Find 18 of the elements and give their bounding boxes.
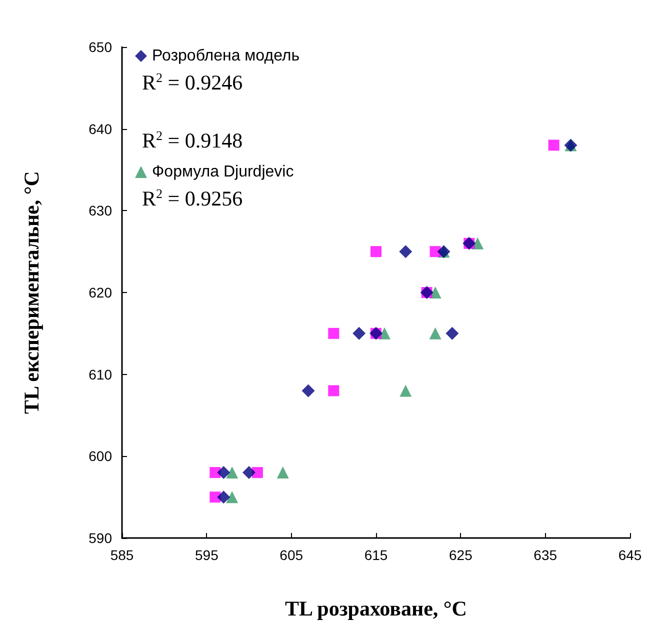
y-tick-label: 640 — [88, 120, 112, 137]
x-tick-label: 625 — [448, 547, 473, 563]
y-tick-label: 620 — [88, 284, 112, 300]
x-tick-label: 645 — [618, 547, 642, 563]
y-tick-label: 630 — [88, 202, 112, 219]
x-tick-label: 595 — [194, 547, 219, 563]
x-tick-label: 615 — [364, 547, 388, 563]
y-tick-label: 590 — [88, 530, 112, 546]
legend-label: Формула Djurdjevic — [152, 164, 294, 180]
x-tick-label: 585 — [110, 547, 134, 563]
y-axis-title: TL експериментальне, °C — [20, 171, 44, 414]
y-tick-label: 600 — [88, 448, 112, 464]
x-tick-label: 635 — [534, 547, 558, 563]
y-tick-label: 610 — [88, 366, 112, 382]
y-tick-label: 650 — [88, 39, 112, 55]
legend-label: Розроблена модель — [152, 48, 300, 64]
x-tick-label: 605 — [280, 547, 304, 563]
x-axis-title: TL розраховане, °C — [285, 596, 467, 620]
